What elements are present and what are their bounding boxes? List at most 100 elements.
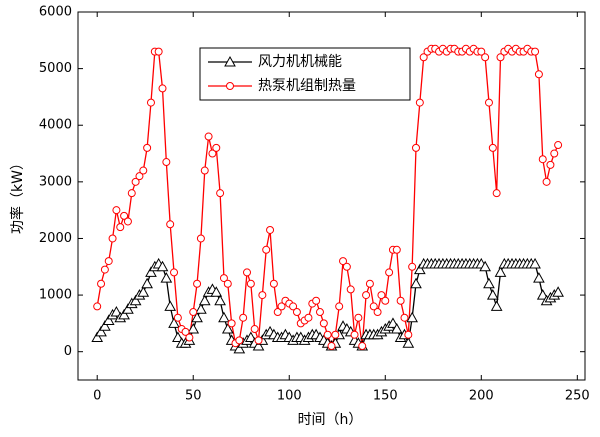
circle-marker bbox=[365, 279, 374, 288]
circle-marker bbox=[189, 308, 198, 317]
triangle-marker bbox=[494, 266, 507, 277]
circle-marker bbox=[542, 177, 551, 186]
triangle-marker bbox=[187, 323, 200, 334]
circle-marker bbox=[196, 234, 205, 243]
triangle-marker bbox=[552, 286, 564, 297]
x-axis-label: 时间（h） bbox=[298, 412, 363, 428]
circle-marker bbox=[181, 327, 190, 336]
circle-marker bbox=[239, 313, 248, 322]
circle-marker bbox=[226, 82, 234, 90]
triangle-marker bbox=[390, 323, 403, 334]
triangle-marker bbox=[160, 272, 173, 283]
circle-marker bbox=[185, 333, 194, 342]
circle-marker bbox=[227, 319, 236, 328]
triangle-marker bbox=[387, 317, 399, 328]
triangle-marker bbox=[156, 260, 169, 272]
circle-marker bbox=[377, 291, 386, 300]
triangle-marker bbox=[486, 289, 499, 300]
circle-marker bbox=[331, 330, 340, 339]
circle-marker bbox=[108, 234, 117, 243]
legend-label: 风力机机械能 bbox=[258, 54, 342, 70]
circle-marker bbox=[396, 296, 405, 305]
circle-marker bbox=[481, 53, 490, 62]
triangle-marker bbox=[91, 331, 104, 343]
triangle-marker bbox=[490, 300, 503, 311]
circle-marker bbox=[146, 98, 155, 107]
triangle-marker bbox=[244, 331, 257, 343]
circle-marker bbox=[93, 302, 102, 311]
circle-marker bbox=[139, 166, 148, 175]
circle-marker bbox=[277, 302, 286, 311]
triangle-marker bbox=[413, 263, 426, 275]
y-tick-label: 2000 bbox=[39, 231, 72, 246]
x-tick-label: 200 bbox=[469, 389, 494, 404]
circle-marker bbox=[404, 330, 413, 339]
y-tick-label: 4000 bbox=[39, 118, 72, 133]
y-tick-label: 0 bbox=[64, 344, 72, 359]
triangle-marker bbox=[168, 317, 180, 328]
triangle-marker bbox=[533, 272, 545, 283]
circle-marker bbox=[312, 296, 321, 305]
x-tick-label: 250 bbox=[565, 389, 590, 404]
circle-marker bbox=[250, 325, 259, 334]
circle-marker bbox=[342, 262, 351, 271]
circle-marker bbox=[219, 274, 228, 283]
circle-marker bbox=[162, 158, 171, 167]
circle-marker bbox=[327, 342, 336, 351]
triangle-marker bbox=[214, 294, 226, 306]
circle-marker bbox=[369, 302, 378, 311]
triangle-marker bbox=[102, 314, 115, 326]
triangle-marker bbox=[402, 337, 415, 348]
y-tick-label: 5000 bbox=[39, 61, 72, 76]
triangle-marker bbox=[137, 286, 150, 297]
triangle-marker bbox=[145, 266, 157, 277]
circle-marker bbox=[346, 285, 355, 294]
circle-marker bbox=[266, 225, 275, 234]
circle-marker bbox=[262, 245, 271, 254]
circle-marker bbox=[131, 177, 140, 186]
circle-marker bbox=[315, 308, 324, 317]
x-tick-label: 100 bbox=[277, 389, 302, 404]
circle-marker bbox=[100, 265, 109, 274]
circle-marker bbox=[496, 53, 505, 62]
circle-marker bbox=[381, 296, 390, 305]
plot-frame bbox=[77, 11, 586, 381]
circle-marker bbox=[354, 313, 363, 322]
circle-marker bbox=[269, 279, 278, 288]
circle-marker bbox=[246, 279, 255, 288]
triangle-marker bbox=[164, 300, 177, 311]
triangle-marker bbox=[210, 286, 223, 297]
triangle-marker bbox=[122, 303, 134, 314]
x-tick-label: 0 bbox=[93, 389, 101, 404]
circle-marker bbox=[258, 291, 267, 300]
legend-label: 热泵机组制热量 bbox=[258, 78, 356, 94]
y-tick-label: 3000 bbox=[39, 174, 72, 189]
circle-marker bbox=[243, 268, 251, 277]
circle-marker bbox=[235, 336, 244, 345]
triangle-marker bbox=[218, 311, 230, 323]
circle-marker bbox=[362, 291, 371, 300]
circle-marker bbox=[193, 279, 202, 288]
circle-marker bbox=[534, 70, 543, 79]
circle-marker bbox=[123, 217, 132, 226]
circle-marker bbox=[484, 98, 493, 107]
circle-marker bbox=[339, 257, 348, 266]
y-tick-label: 6000 bbox=[39, 5, 72, 20]
circle-marker bbox=[323, 330, 332, 339]
triangle-marker bbox=[224, 55, 236, 67]
circle-marker bbox=[143, 143, 152, 152]
circle-marker bbox=[170, 268, 179, 277]
circle-marker bbox=[408, 262, 417, 271]
circle-marker bbox=[415, 98, 424, 107]
circle-marker bbox=[488, 143, 497, 152]
triangle-marker bbox=[406, 311, 419, 323]
circle-marker bbox=[127, 189, 136, 198]
circle-marker bbox=[154, 47, 163, 56]
triangle-marker bbox=[252, 340, 265, 351]
circle-marker bbox=[373, 308, 382, 317]
circle-marker bbox=[223, 279, 232, 288]
y-axis-label: 功率（kW） bbox=[9, 156, 26, 234]
circle-marker bbox=[554, 141, 563, 150]
y-tick-label: 1000 bbox=[39, 288, 72, 303]
circle-marker bbox=[400, 313, 409, 322]
